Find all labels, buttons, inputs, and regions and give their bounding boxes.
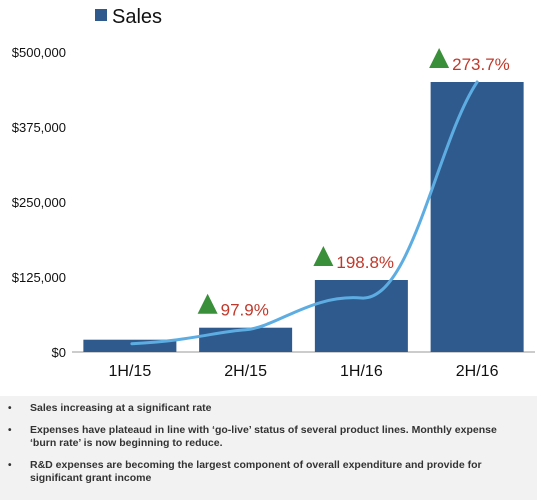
bars bbox=[83, 82, 524, 352]
sales-chart: $0 $125,000 $250,000 $375,000 $500,000 97.9%… bbox=[12, 6, 535, 380]
x-axis: 1H/15 2H/15 1H/16 2H/16 bbox=[109, 363, 499, 380]
note-item: Sales increasing at a significant rate bbox=[8, 402, 537, 415]
bar bbox=[314, 280, 408, 352]
x-tick-label: 1H/15 bbox=[109, 363, 152, 380]
y-tick-label: $0 bbox=[52, 345, 66, 360]
x-tick-label: 2H/15 bbox=[224, 363, 267, 380]
y-tick-label: $375,000 bbox=[12, 120, 66, 135]
x-tick-label: 1H/16 bbox=[340, 363, 383, 380]
y-tick-label: $500,000 bbox=[12, 45, 66, 60]
notes-panel: Sales increasing at a significant rate E… bbox=[0, 396, 537, 500]
bar bbox=[430, 82, 524, 352]
legend-swatch bbox=[95, 9, 107, 21]
legend: Sales bbox=[95, 6, 162, 28]
growth-percent-label: 97.9% bbox=[221, 301, 269, 320]
trend-line bbox=[130, 80, 479, 346]
y-tick-label: $125,000 bbox=[12, 270, 66, 285]
growth-up-triangle-icon bbox=[197, 293, 218, 314]
y-tick-label: $250,000 bbox=[12, 195, 66, 210]
growth-up-triangle-icon bbox=[313, 246, 334, 266]
growth-up-triangle-icon bbox=[429, 48, 450, 68]
note-item: R&D expenses are becoming the largest co… bbox=[8, 459, 537, 485]
growth-percent-label: 273.7% bbox=[452, 55, 510, 74]
bar bbox=[199, 327, 293, 352]
legend-label: Sales bbox=[112, 6, 162, 28]
growth-labels: 97.9% 198.8% 273.7% bbox=[197, 48, 510, 320]
growth-percent-label: 198.8% bbox=[336, 253, 394, 272]
note-item: Expenses have plateaud in line with ‘go-… bbox=[8, 424, 537, 450]
x-tick-label: 2H/16 bbox=[456, 363, 499, 380]
y-axis: $0 $125,000 $250,000 $375,000 $500,000 bbox=[12, 45, 66, 360]
